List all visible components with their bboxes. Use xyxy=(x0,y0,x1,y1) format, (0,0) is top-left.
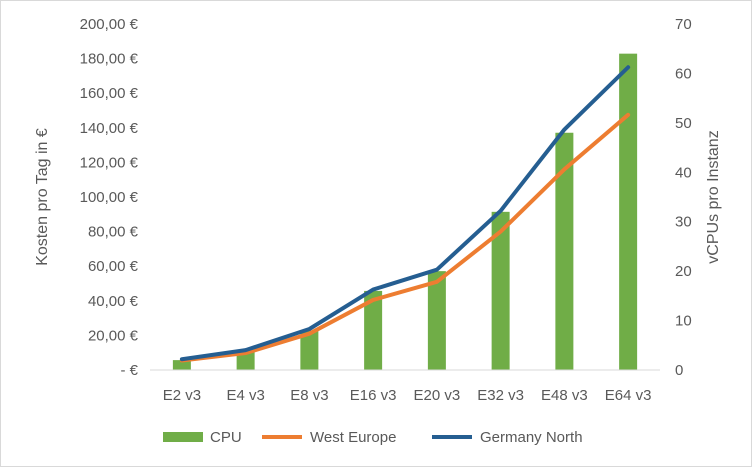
legend-label: CPU xyxy=(210,429,242,446)
y2-tick-label: 70 xyxy=(675,16,692,33)
x-tick-label: E32 v3 xyxy=(477,387,524,404)
y-tick-label: 140,00 € xyxy=(80,120,139,137)
cpu-bar xyxy=(555,132,574,370)
y-tick-label: 80,00 € xyxy=(88,224,139,241)
cpu-bar xyxy=(427,271,446,370)
y2-tick-label: 50 xyxy=(675,115,692,132)
y2-tick-label: 20 xyxy=(675,263,692,280)
x-tick-label: E16 v3 xyxy=(350,387,397,404)
y-tick-label: 160,00 € xyxy=(80,85,139,102)
y-tick-label: 40,00 € xyxy=(88,293,139,310)
y-tick-label: 200,00 € xyxy=(80,16,139,33)
bar-group xyxy=(172,53,638,371)
x-tick-label: E20 v3 xyxy=(414,387,461,404)
legend: CPU West Europe Germany North xyxy=(163,429,583,446)
germany-north-line xyxy=(179,65,631,362)
cpu-bar xyxy=(364,290,383,370)
x-tick-label: E64 v3 xyxy=(605,387,652,404)
x-tick-label: E48 v3 xyxy=(541,387,588,404)
y-axis-right: 0 10 20 30 40 50 60 70 xyxy=(675,16,692,379)
y2-tick-label: 40 xyxy=(675,164,692,181)
cpu-bar xyxy=(172,360,191,370)
cpu-bar xyxy=(619,53,638,371)
line-group xyxy=(179,65,631,363)
x-axis: E2 v3 E4 v3 E8 v3 E16 v3 E20 v3 E32 v3 E48 v3 E… xyxy=(163,387,652,404)
y2-axis-title: vCPUs pro Instanz xyxy=(705,130,722,263)
y-axis-left: - € 20,00 € 40,00 € 60,00 € 80,00 € 100,00 € 1… xyxy=(80,16,139,379)
y-tick-label: - € xyxy=(120,362,138,379)
y2-tick-label: 0 xyxy=(675,362,683,379)
west-europe-line xyxy=(179,112,631,363)
cpu-bar xyxy=(300,330,319,370)
legend-label: West Europe xyxy=(310,429,396,446)
y2-tick-label: 60 xyxy=(675,65,692,82)
legend-swatch-cpu xyxy=(163,432,203,442)
y-tick-label: 20,00 € xyxy=(88,327,139,344)
x-tick-label: E8 v3 xyxy=(290,387,328,404)
legend-label: Germany North xyxy=(480,429,583,446)
y-tick-label: 60,00 € xyxy=(88,258,139,275)
y2-tick-label: 30 xyxy=(675,214,692,231)
x-tick-label: E4 v3 xyxy=(226,387,264,404)
y-tick-label: 180,00 € xyxy=(80,51,139,68)
y-tick-label: 100,00 € xyxy=(80,189,139,206)
cpu-bar xyxy=(491,211,510,370)
y2-tick-label: 10 xyxy=(675,313,692,330)
y-tick-label: 120,00 € xyxy=(80,154,139,171)
y-axis-title: Kosten pro Tag in € xyxy=(34,128,51,266)
x-tick-label: E2 v3 xyxy=(163,387,201,404)
